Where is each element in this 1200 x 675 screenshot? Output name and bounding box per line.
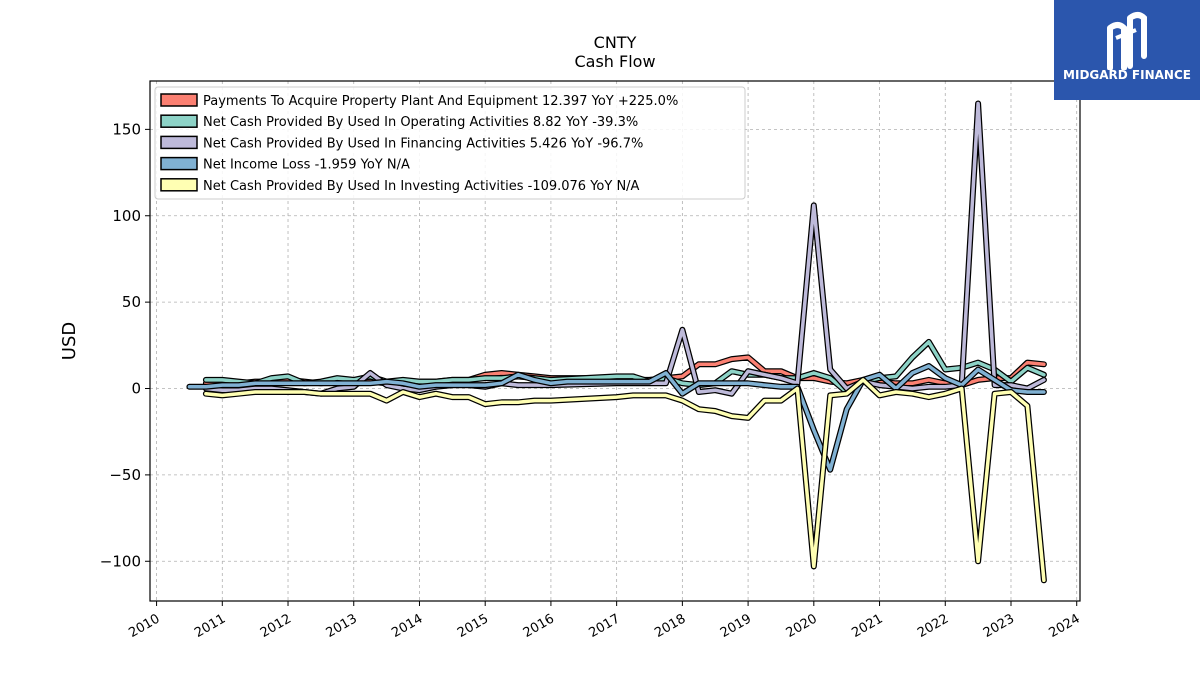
x-tick-label: 2022 [915, 611, 951, 641]
series-4 [186, 363, 1047, 473]
y-tick-label: 100 [112, 207, 141, 225]
legend-swatch [160, 135, 198, 150]
y-tick-label: 0 [131, 380, 141, 398]
chart-title: CNTY [594, 33, 637, 52]
legend-label: Payments To Acquire Property Plant And E… [203, 94, 678, 109]
legend-item: Net Cash Provided By Used In Financing A… [160, 135, 643, 151]
x-tick-label: 2020 [784, 611, 820, 641]
logo-text: MIDGARD FINANCE [1063, 68, 1191, 82]
x-tick-label: 2023 [981, 611, 1017, 641]
y-tick-label: −100 [100, 552, 141, 570]
series-line [204, 378, 1046, 583]
x-tick-label: 2017 [586, 611, 622, 641]
y-tick-label: 50 [122, 293, 141, 311]
y-tick-label: −50 [109, 466, 141, 484]
legend-box [154, 86, 746, 200]
legend-label: Net Income Loss -1.959 YoY N/A [203, 158, 410, 173]
x-tick-label: 2024 [1047, 611, 1083, 641]
legend-item: Payments To Acquire Property Plant And E… [160, 93, 678, 109]
series-line-outline [202, 376, 1047, 584]
x-tick-label: 2018 [652, 611, 688, 641]
x-tick-label: 2011 [192, 611, 228, 641]
series-5 [202, 376, 1047, 584]
x-tick-label: 2019 [718, 611, 754, 641]
legend-swatch [160, 114, 198, 128]
legend-label: Net Cash Provided By Used In Operating A… [203, 115, 638, 130]
legend-label: Net Cash Provided By Used In Investing A… [203, 179, 640, 194]
series-line [187, 364, 1046, 472]
series-lines [186, 100, 1047, 584]
x-tick-label: 2014 [389, 611, 425, 641]
x-tick-label: 2015 [455, 611, 491, 641]
legend-swatch [160, 178, 198, 192]
x-tick-label: 2012 [258, 611, 294, 641]
legend: Payments To Acquire Property Plant And E… [154, 86, 746, 200]
logo-mark-icon [1107, 12, 1147, 70]
chart-subtitle: Cash Flow [574, 52, 655, 71]
brand-logo: MIDGARD FINANCE [1054, 0, 1200, 100]
x-tick-label: 2013 [324, 611, 360, 641]
y-axis-label: USD [59, 322, 80, 360]
x-tick-label: 2021 [849, 611, 885, 641]
legend-item: Net Cash Provided By Used In Operating A… [160, 114, 638, 130]
x-tick-label: 2010 [126, 611, 162, 641]
plot-frame [149, 80, 1081, 602]
x-tick-label: 2016 [521, 611, 557, 641]
legend-swatch [160, 156, 198, 171]
legend-item: Net Cash Provided By Used In Investing A… [160, 178, 640, 194]
legend-swatch [160, 93, 198, 107]
y-tick-label: 150 [112, 120, 141, 138]
legend-label: Net Cash Provided By Used In Financing A… [203, 136, 643, 151]
legend-item: Net Income Loss -1.959 YoY N/A [160, 156, 410, 173]
